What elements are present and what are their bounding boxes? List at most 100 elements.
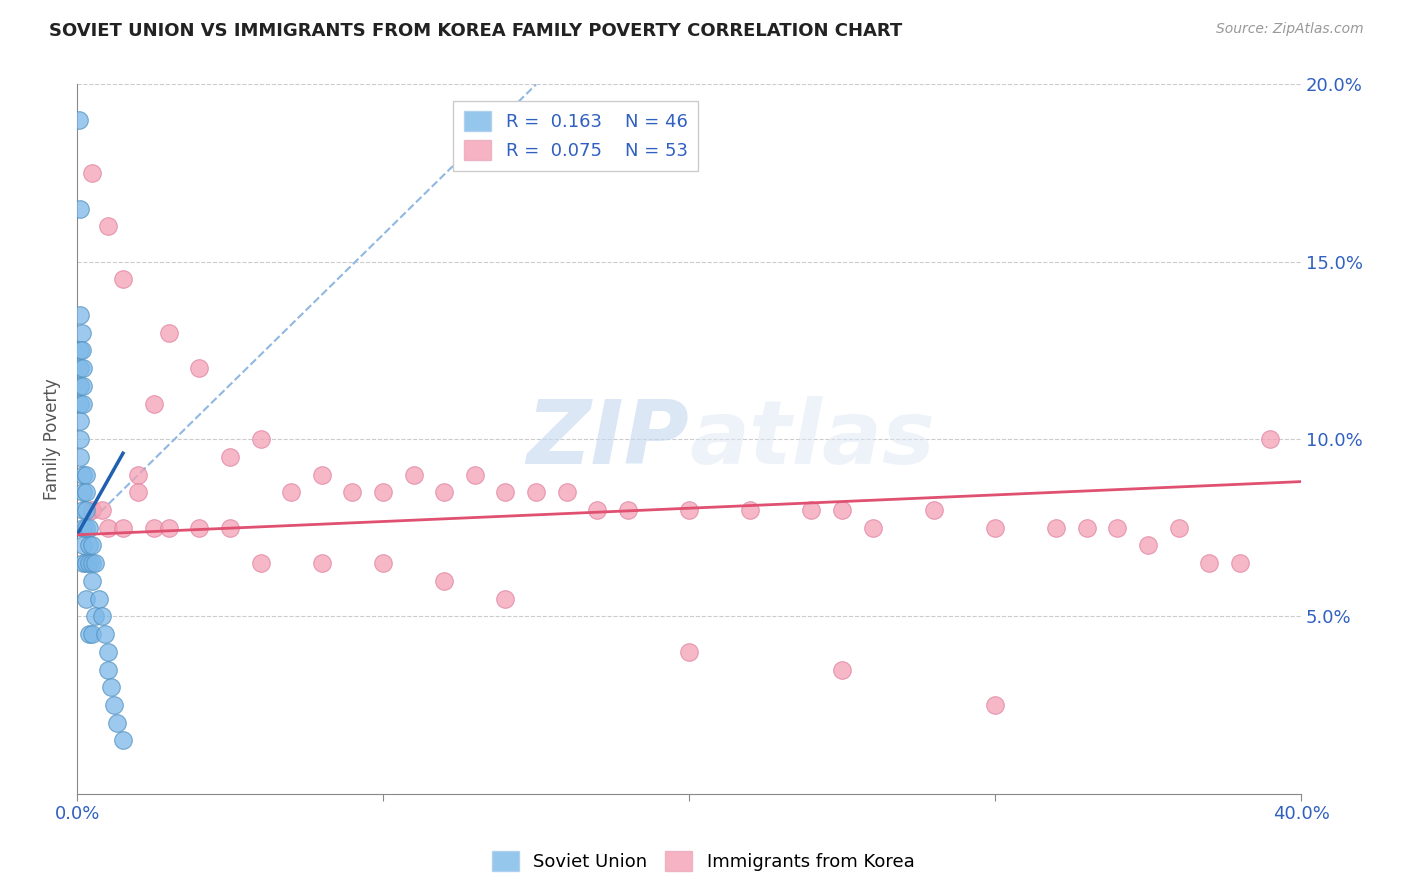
Point — [311, 556, 333, 570]
Point — [111, 272, 134, 286]
Point — [1198, 556, 1220, 570]
Point — [97, 645, 120, 659]
Point — [72, 503, 94, 517]
Point — [678, 503, 700, 517]
Point — [79, 521, 101, 535]
Point — [127, 467, 149, 482]
Point — [82, 538, 104, 552]
Text: ZIP: ZIP — [526, 395, 689, 483]
Point — [249, 556, 271, 570]
Point — [79, 538, 101, 552]
Point — [69, 361, 91, 376]
Point — [97, 219, 120, 234]
Point — [1229, 556, 1251, 570]
Point — [831, 503, 853, 517]
Point — [69, 450, 91, 464]
Point — [93, 627, 115, 641]
Point — [87, 591, 110, 606]
Point — [70, 326, 93, 340]
Point — [127, 485, 149, 500]
Point — [280, 485, 302, 500]
Legend: R =  0.163    N = 46, R =  0.075    N = 53: R = 0.163 N = 46, R = 0.075 N = 53 — [453, 101, 699, 171]
Point — [111, 521, 134, 535]
Point — [72, 538, 94, 552]
Point — [371, 556, 394, 570]
Point — [84, 609, 107, 624]
Point — [617, 503, 640, 517]
Point — [1107, 521, 1129, 535]
Point — [75, 556, 97, 570]
Point — [188, 361, 211, 376]
Point — [72, 361, 94, 376]
Point — [188, 521, 211, 535]
Point — [371, 485, 394, 500]
Point — [984, 698, 1007, 712]
Point — [82, 166, 104, 180]
Point — [72, 396, 94, 410]
Point — [1045, 521, 1067, 535]
Point — [495, 485, 517, 500]
Y-axis label: Family Poverty: Family Poverty — [44, 378, 60, 500]
Point — [103, 698, 125, 712]
Point — [69, 414, 91, 428]
Point — [69, 202, 91, 216]
Point — [402, 467, 425, 482]
Point — [1137, 538, 1160, 552]
Point — [90, 609, 112, 624]
Point — [84, 556, 107, 570]
Point — [740, 503, 762, 517]
Point — [79, 556, 101, 570]
Point — [464, 467, 486, 482]
Point — [1260, 432, 1282, 446]
Point — [82, 556, 104, 570]
Point — [142, 521, 165, 535]
Point — [72, 379, 94, 393]
Point — [862, 521, 884, 535]
Point — [75, 521, 97, 535]
Text: SOVIET UNION VS IMMIGRANTS FROM KOREA FAMILY POVERTY CORRELATION CHART: SOVIET UNION VS IMMIGRANTS FROM KOREA FA… — [49, 22, 903, 40]
Point — [433, 485, 456, 500]
Point — [1076, 521, 1098, 535]
Point — [90, 503, 112, 517]
Point — [67, 112, 90, 127]
Point — [219, 450, 242, 464]
Point — [70, 343, 93, 358]
Point — [75, 503, 97, 517]
Point — [984, 521, 1007, 535]
Point — [69, 343, 91, 358]
Point — [97, 521, 120, 535]
Point — [524, 485, 547, 500]
Point — [75, 591, 97, 606]
Point — [142, 396, 165, 410]
Point — [69, 308, 91, 322]
Point — [79, 627, 101, 641]
Point — [69, 396, 91, 410]
Point — [831, 663, 853, 677]
Point — [922, 503, 945, 517]
Point — [111, 733, 134, 747]
Point — [555, 485, 578, 500]
Point — [72, 467, 94, 482]
Point — [249, 432, 271, 446]
Point — [72, 556, 94, 570]
Point — [75, 485, 97, 500]
Point — [678, 645, 700, 659]
Point — [82, 627, 104, 641]
Point — [97, 663, 120, 677]
Text: Source: ZipAtlas.com: Source: ZipAtlas.com — [1216, 22, 1364, 37]
Point — [72, 485, 94, 500]
Point — [157, 521, 180, 535]
Point — [342, 485, 364, 500]
Point — [72, 521, 94, 535]
Point — [157, 326, 180, 340]
Point — [586, 503, 609, 517]
Point — [105, 715, 128, 730]
Point — [69, 379, 91, 393]
Point — [1167, 521, 1189, 535]
Point — [69, 432, 91, 446]
Point — [311, 467, 333, 482]
Point — [219, 521, 242, 535]
Point — [100, 681, 122, 695]
Text: atlas: atlas — [689, 395, 935, 483]
Point — [433, 574, 456, 588]
